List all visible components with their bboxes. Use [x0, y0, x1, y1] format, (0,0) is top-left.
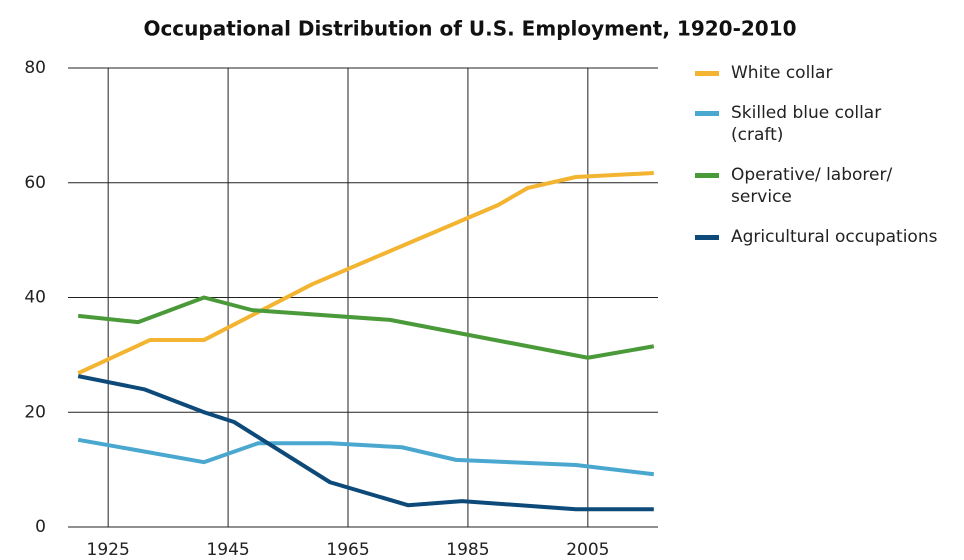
- x-tick-label: 2005: [566, 540, 609, 560]
- series-line: [77, 170, 654, 376]
- legend: White collar Skilled blue collar (craft) O…: [695, 62, 937, 266]
- legend-item: Agricultural occupations: [695, 226, 937, 248]
- series-line: [77, 295, 655, 360]
- legend-label: Skilled blue collar (craft): [731, 103, 882, 145]
- legend-swatch: [695, 111, 719, 116]
- chart-title: Occupational Distribution of U.S. Employ…: [143, 17, 796, 41]
- y-tick-label: 80: [24, 58, 46, 78]
- x-tick-label: 1965: [326, 540, 369, 560]
- legend-item: Operative/ laborer/ service: [695, 164, 921, 208]
- y-tick-label: 60: [24, 173, 46, 193]
- x-tick-label: 1945: [206, 540, 249, 560]
- legend-label: Agricultural occupations: [731, 227, 938, 247]
- legend-label: White collar: [731, 63, 833, 83]
- legend-swatch: [695, 71, 719, 76]
- y-tick-label: 0: [35, 517, 46, 537]
- y-tick-label: 20: [24, 402, 46, 422]
- x-tick-label: 1925: [87, 540, 130, 560]
- legend-label: Operative/ laborer/ service: [731, 165, 893, 207]
- legend-item: White collar: [695, 62, 937, 84]
- legend-swatch: [695, 173, 719, 178]
- legend-item: Skilled blue collar (craft): [695, 102, 921, 146]
- y-tick-label: 40: [24, 288, 46, 308]
- series-line: [77, 437, 655, 477]
- legend-swatch: [695, 235, 719, 240]
- series-line: [77, 374, 654, 512]
- x-tick-label: 1985: [446, 540, 489, 560]
